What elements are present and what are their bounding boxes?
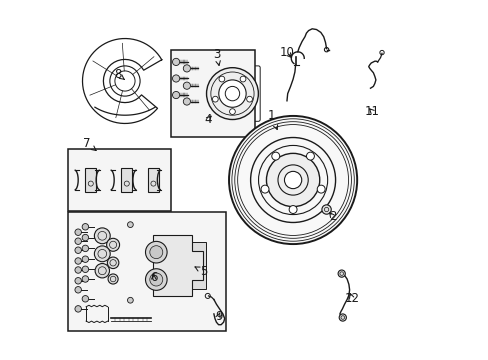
Circle shape: [145, 269, 167, 290]
Circle shape: [75, 258, 81, 264]
Circle shape: [94, 228, 110, 244]
Circle shape: [172, 91, 179, 99]
Circle shape: [95, 264, 109, 278]
Circle shape: [229, 109, 235, 114]
Circle shape: [284, 171, 301, 189]
Circle shape: [337, 270, 345, 277]
Circle shape: [317, 185, 325, 193]
Circle shape: [172, 58, 179, 66]
Circle shape: [206, 68, 258, 120]
Circle shape: [75, 306, 81, 312]
Circle shape: [82, 296, 88, 302]
Circle shape: [218, 80, 245, 107]
Circle shape: [75, 247, 81, 253]
Circle shape: [82, 245, 88, 252]
Bar: [68, 149, 170, 211]
Bar: [188, 243, 205, 289]
Circle shape: [266, 153, 319, 207]
Text: 10: 10: [279, 46, 294, 59]
Circle shape: [82, 256, 88, 262]
Circle shape: [127, 222, 133, 228]
Text: 4: 4: [203, 113, 211, 126]
Bar: [85, 168, 96, 192]
Circle shape: [107, 257, 119, 269]
Circle shape: [82, 266, 88, 273]
Circle shape: [106, 238, 120, 251]
Bar: [68, 212, 226, 331]
Text: 12: 12: [344, 292, 359, 305]
Bar: [127, 221, 147, 229]
Circle shape: [240, 76, 245, 82]
Circle shape: [82, 276, 88, 282]
Circle shape: [75, 229, 81, 235]
Circle shape: [145, 242, 167, 263]
Circle shape: [212, 96, 218, 102]
Circle shape: [288, 206, 296, 213]
Circle shape: [246, 96, 252, 102]
Circle shape: [75, 278, 81, 284]
Text: 1: 1: [267, 109, 277, 130]
Circle shape: [75, 238, 81, 244]
Circle shape: [82, 234, 88, 241]
Text: 3: 3: [213, 48, 220, 66]
Text: 5: 5: [195, 265, 207, 278]
Text: 9: 9: [214, 310, 222, 323]
Bar: [121, 168, 132, 192]
Circle shape: [108, 274, 118, 284]
Circle shape: [339, 314, 346, 321]
Bar: [127, 296, 147, 304]
Circle shape: [149, 246, 163, 258]
Circle shape: [75, 267, 81, 273]
Circle shape: [127, 297, 133, 303]
Circle shape: [149, 273, 163, 286]
Circle shape: [271, 152, 279, 160]
Bar: [148, 168, 159, 192]
Text: 6: 6: [150, 271, 157, 284]
Circle shape: [228, 116, 356, 244]
Circle shape: [183, 98, 190, 105]
Circle shape: [183, 82, 190, 89]
Text: 8: 8: [114, 68, 124, 81]
Polygon shape: [152, 235, 203, 297]
Text: 2: 2: [328, 210, 336, 223]
Circle shape: [172, 75, 179, 82]
Circle shape: [75, 287, 81, 293]
Circle shape: [82, 224, 88, 230]
Circle shape: [219, 76, 224, 82]
Text: 7: 7: [83, 137, 96, 150]
Circle shape: [306, 152, 314, 160]
Bar: [170, 50, 255, 137]
Circle shape: [321, 205, 330, 214]
Text: 11: 11: [364, 105, 379, 118]
Circle shape: [261, 185, 268, 193]
Circle shape: [183, 65, 190, 72]
Circle shape: [94, 246, 110, 262]
